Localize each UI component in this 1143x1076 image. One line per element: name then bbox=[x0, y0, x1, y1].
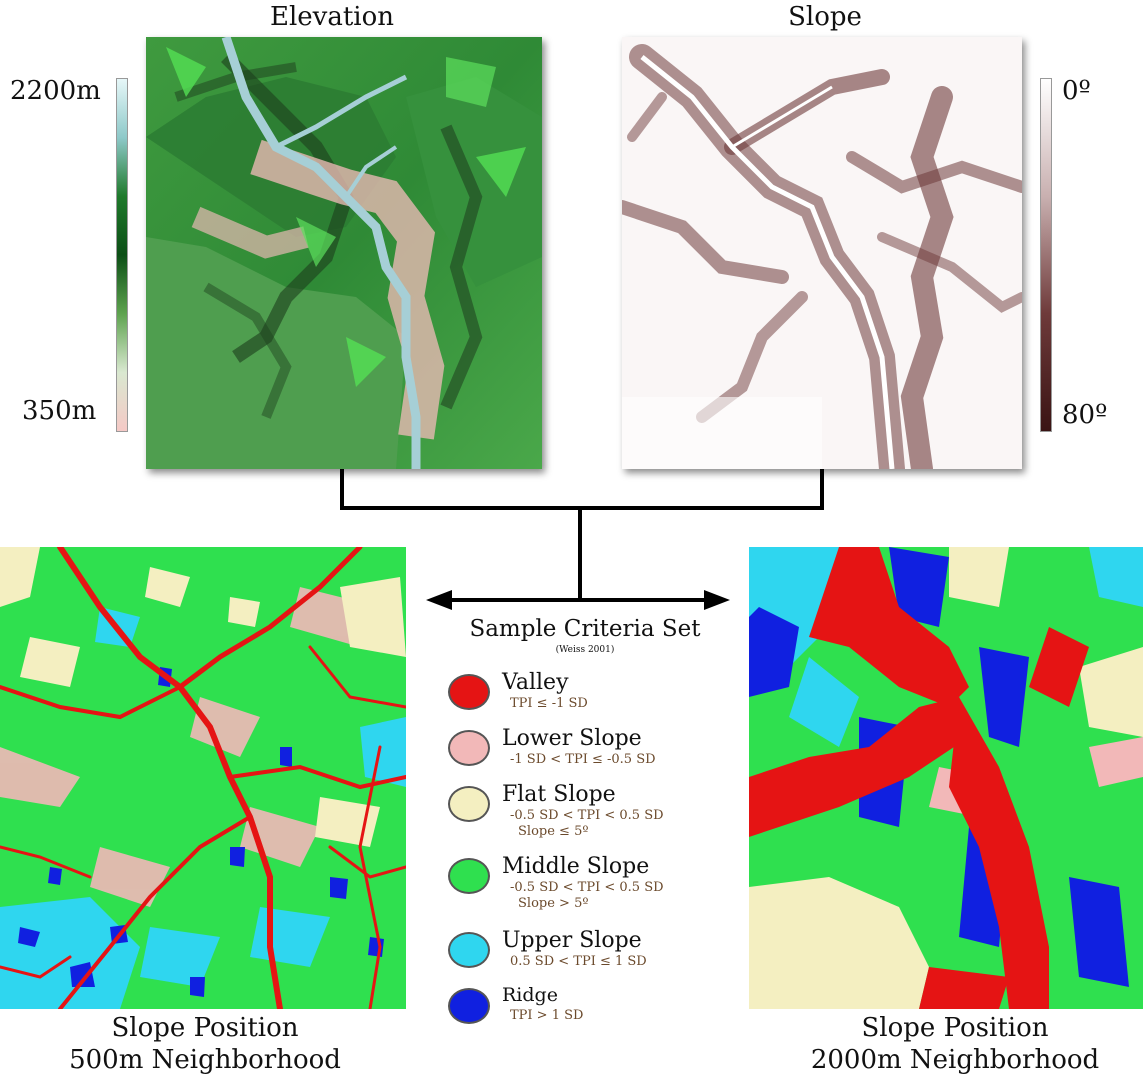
caption-right-line1: Slope Position bbox=[861, 1013, 1049, 1043]
legend-label: Upper Slope bbox=[502, 928, 642, 953]
legend-criteria: -0.5 SD < TPI < 0.5 SD bbox=[510, 808, 664, 823]
legend-label: Flat Slope bbox=[502, 782, 616, 807]
ridge-swatch bbox=[448, 988, 490, 1024]
flat-slope-swatch bbox=[448, 786, 490, 822]
slope-position-map-500m bbox=[0, 547, 406, 1009]
slope-min-label: 0º bbox=[1062, 76, 1091, 106]
slope-color-scale bbox=[1040, 78, 1052, 432]
legend-label: Middle Slope bbox=[502, 854, 650, 879]
caption-right-line2: 2000m Neighborhood bbox=[810, 1045, 1100, 1075]
elevation-min-label: 350m bbox=[22, 396, 97, 426]
lower-slope-swatch bbox=[448, 730, 490, 766]
caption-left: Slope Position 500m Neighborhood bbox=[30, 1012, 380, 1076]
caption-right: Slope Position 2000m Neighborhood bbox=[780, 1012, 1130, 1076]
legend-criteria: TPI ≤ -1 SD bbox=[510, 696, 588, 711]
elevation-max-label: 2200m bbox=[10, 76, 101, 106]
legend-criteria: -1 SD < TPI ≤ -0.5 SD bbox=[510, 752, 656, 767]
legend-label: Ridge bbox=[502, 984, 558, 1006]
elevation-title: Elevation bbox=[269, 2, 395, 32]
middle-slope-swatch bbox=[448, 858, 490, 894]
caption-left-line1: Slope Position bbox=[111, 1013, 299, 1043]
criteria-title: Sample Criteria Set bbox=[469, 616, 701, 642]
legend-criteria: Slope ≤ 5º bbox=[518, 824, 589, 839]
legend-label: Lower Slope bbox=[502, 726, 642, 751]
slope-map bbox=[622, 37, 1022, 469]
upper-slope-swatch bbox=[448, 932, 490, 968]
criteria-citation: (Weiss 2001) bbox=[555, 645, 615, 655]
slope-position-map-2000m bbox=[749, 547, 1143, 1009]
legend-criteria: 0.5 SD < TPI ≤ 1 SD bbox=[510, 954, 647, 969]
legend-criteria: Slope > 5º bbox=[518, 896, 589, 911]
elevation-map bbox=[146, 37, 542, 469]
slope-max-label: 80º bbox=[1062, 400, 1108, 430]
caption-left-line2: 500m Neighborhood bbox=[69, 1045, 341, 1075]
legend-label: Valley bbox=[502, 670, 569, 695]
valley-swatch bbox=[448, 674, 490, 710]
elevation-color-scale bbox=[116, 78, 128, 432]
slope-title: Slope bbox=[788, 2, 862, 32]
legend-criteria: -0.5 SD < TPI < 0.5 SD bbox=[510, 880, 664, 895]
legend-criteria: TPI > 1 SD bbox=[510, 1008, 584, 1023]
